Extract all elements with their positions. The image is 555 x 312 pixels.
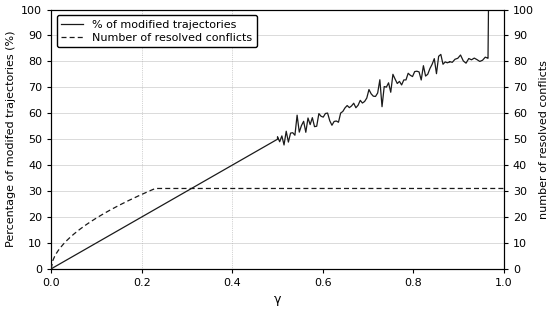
Number of resolved conflicts <box>240 187 246 190</box>
Number of resolved conflicts <box>152 187 159 190</box>
Legend: % of modified trajectories, Number of resolved conflicts: % of modified trajectories, Number of re… <box>57 15 257 47</box>
Number of resolved conflicts <box>48 267 54 271</box>
Number of resolved conflicts <box>481 187 488 190</box>
% of modified trajectories <box>501 8 507 12</box>
% of modified trajectories <box>431 57 438 61</box>
% of modified trajectories <box>326 119 333 123</box>
Line: % of modified trajectories: % of modified trajectories <box>51 10 504 269</box>
% of modified trajectories <box>455 56 461 60</box>
X-axis label: γ: γ <box>274 294 281 306</box>
% of modified trajectories <box>80 249 87 252</box>
% of modified trajectories <box>107 233 114 237</box>
Number of resolved conflicts <box>113 205 120 208</box>
% of modified trajectories <box>48 267 54 271</box>
Number of resolved conflicts <box>415 187 421 190</box>
Number of resolved conflicts <box>238 187 244 190</box>
Y-axis label: number of resolved conflicts: number of resolved conflicts <box>539 60 549 219</box>
Y-axis label: Percentage of modifed trajectories (%): Percentage of modifed trajectories (%) <box>6 31 16 247</box>
Line: Number of resolved conflicts: Number of resolved conflicts <box>51 188 504 269</box>
% of modified trajectories <box>376 78 383 82</box>
% of modified trajectories <box>485 8 492 12</box>
Number of resolved conflicts <box>103 211 109 214</box>
Number of resolved conflicts <box>501 187 507 190</box>
